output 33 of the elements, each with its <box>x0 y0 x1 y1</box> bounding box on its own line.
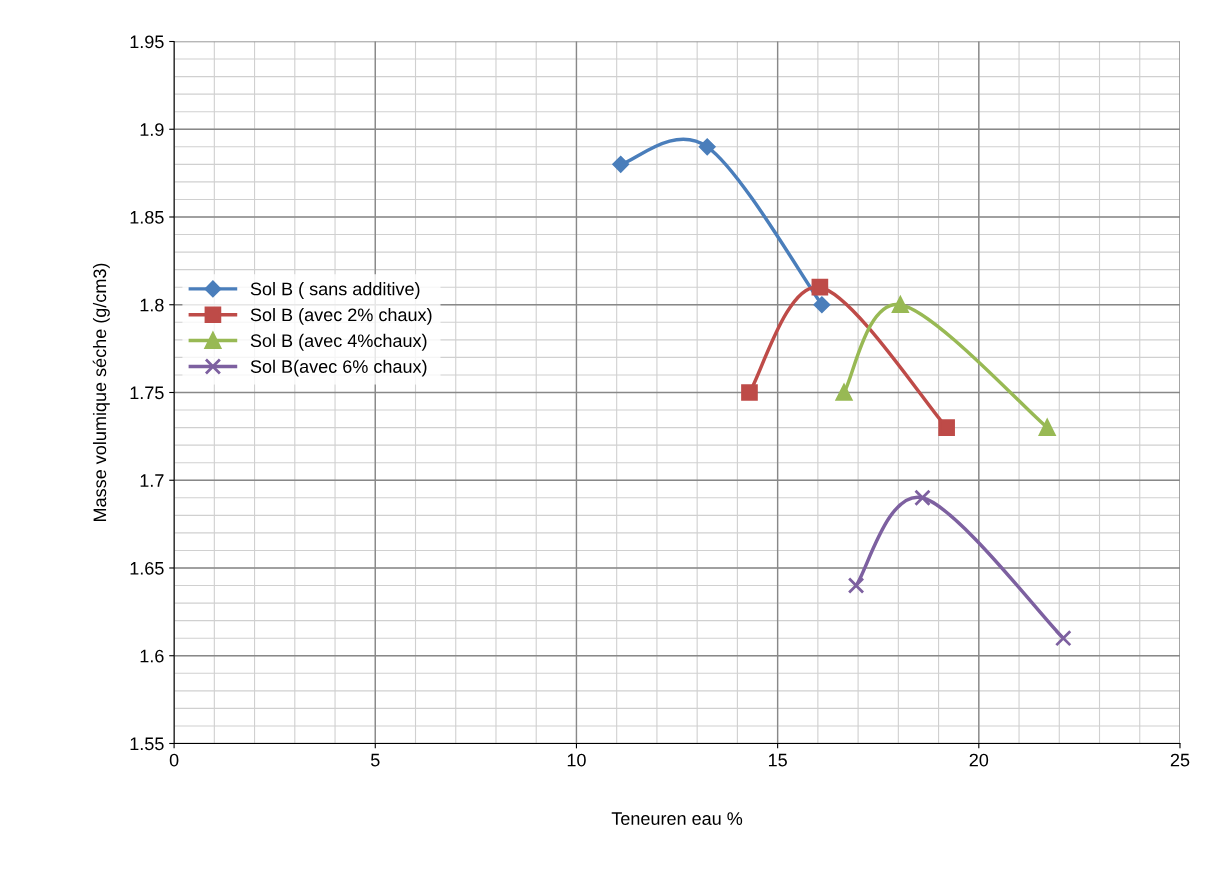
y-tick-label: 1.95 <box>130 35 164 49</box>
y-tick-label: 1.8 <box>140 298 164 312</box>
legend-label: Sol B(avec 6% chaux) <box>250 359 427 377</box>
point <box>1054 629 1072 647</box>
point <box>1038 419 1056 436</box>
y-tick-label: 1.55 <box>130 737 164 751</box>
y-tick-label: 1.9 <box>140 123 164 136</box>
legend-label: Sol B (avec 4%chaux) <box>250 333 427 351</box>
legend-label: Sol B (avec 2% chaux) <box>250 307 432 325</box>
point <box>811 278 829 296</box>
y-axis-title: Masse volumique séche (g/cm3) <box>92 263 110 521</box>
x-axis-title: Teneuren eau % <box>611 812 743 825</box>
point <box>914 489 931 507</box>
y-tick-label: 1.6 <box>140 649 164 663</box>
x-tick-label: 20 <box>969 753 989 767</box>
point <box>813 296 831 314</box>
point <box>612 156 629 173</box>
y-tick-label: 1.85 <box>130 210 164 224</box>
y-tick-label: 1.75 <box>130 386 164 400</box>
point <box>835 384 853 401</box>
point <box>892 296 909 314</box>
y-tick-label: 1.7 <box>140 474 164 487</box>
y-tick-label: 1.65 <box>130 561 164 575</box>
x-tick-label: 5 <box>370 753 380 767</box>
point <box>938 419 955 436</box>
x-tick-label: 15 <box>768 753 787 767</box>
point <box>698 138 716 156</box>
legend-label: Sol B ( sans additive) <box>250 282 420 299</box>
x-tick-label: 25 <box>1170 753 1190 767</box>
x-tick-label: 10 <box>567 753 586 767</box>
point <box>741 384 758 401</box>
point <box>847 577 865 594</box>
x-tick-label: 0 <box>169 753 179 767</box>
